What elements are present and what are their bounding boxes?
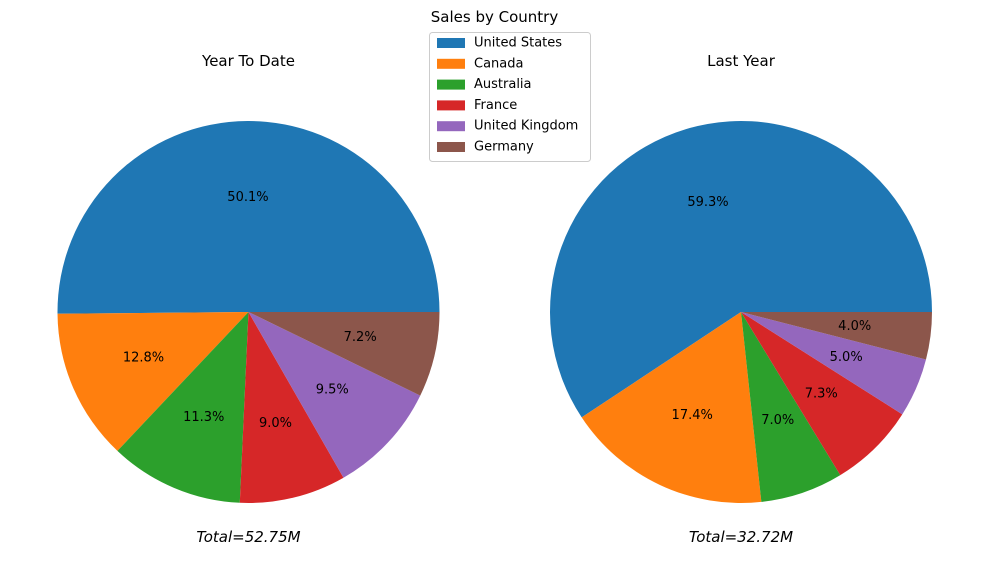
legend-swatch-canada <box>437 58 465 69</box>
pie-title-last-year: Last Year <box>707 52 776 70</box>
legend-label-germany: Germany <box>474 140 534 155</box>
pie-slice-last-year-france <box>741 312 903 476</box>
legend-frame <box>429 32 591 162</box>
pie-year-to-date: Year To Date 50.1% 12.8% 11.3% 9.0% 9.5% 7.2%… <box>57 52 440 546</box>
pct-label-ytd-canada: 12.8% <box>123 350 164 365</box>
pct-label-ytd-germany: 7.2% <box>344 330 377 345</box>
pct-label-ytd-australia: 11.3% <box>183 410 224 425</box>
pct-label-last-year-germany: 4.0% <box>838 319 871 334</box>
pct-label-last-year-united-kingdom: 5.0% <box>830 350 863 365</box>
legend-label-united-kingdom: United Kingdom <box>474 119 578 134</box>
legend-label-canada: Canada <box>474 56 523 71</box>
legend-entries: United States Canada Australia France United… <box>437 36 578 155</box>
pie-slice-ytd-australia <box>117 312 249 503</box>
pie-labels-ytd: 50.1% 12.8% 11.3% 9.0% 9.5% 7.2% <box>123 190 377 431</box>
legend: United States Canada Australia France United… <box>429 32 591 162</box>
legend-label-australia: Australia <box>474 77 532 92</box>
pie-slice-ytd-germany <box>248 312 440 396</box>
pie-slice-last-year-canada <box>581 312 762 503</box>
pie-slice-ytd-united-kingdom <box>248 312 421 478</box>
pie-last-year: Last Year 59.3% 17.4% 7.0% 7.3% 5.0% 4.0% Tot… <box>550 52 932 546</box>
pct-label-last-year-united-states: 59.3% <box>687 195 728 210</box>
pie-slice-last-year-united-kingdom <box>741 312 926 415</box>
total-label-ytd: Total=52.75M <box>196 528 300 546</box>
pct-label-last-year-australia: 7.0% <box>761 413 794 428</box>
pie-slice-last-year-united-states <box>550 120 932 418</box>
legend-swatch-germany <box>437 142 465 152</box>
pct-label-last-year-canada: 17.4% <box>672 408 713 423</box>
pie-slice-last-year-australia <box>741 312 841 502</box>
pct-label-ytd-united-kingdom: 9.5% <box>316 383 349 398</box>
legend-swatch-france <box>437 100 465 111</box>
pie-slices-last-year <box>550 120 932 503</box>
pie-slice-ytd-canada <box>57 312 249 451</box>
total-label-last-year: Total=32.72M <box>689 528 793 546</box>
pie-labels-last-year: 59.3% 17.4% 7.0% 7.3% 5.0% 4.0% <box>672 195 872 428</box>
legend-swatch-australia <box>437 79 465 90</box>
pie-slice-ytd-france <box>239 312 344 503</box>
legend-label-france: France <box>474 98 517 113</box>
pie-title-ytd: Year To Date <box>201 52 295 70</box>
legend-label-united-states: United States <box>474 36 562 51</box>
pie-slice-ytd-united-states <box>57 120 440 314</box>
pie-slice-last-year-germany <box>741 312 932 360</box>
pct-label-ytd-france: 9.0% <box>259 416 292 431</box>
pct-label-last-year-france: 7.3% <box>805 386 838 401</box>
chart-title: Sales by Country <box>431 8 559 26</box>
legend-swatch-united-states <box>437 38 465 48</box>
pie-slices-ytd <box>57 120 440 503</box>
legend-swatch-united-kingdom <box>437 121 465 132</box>
pct-label-ytd-united-states: 50.1% <box>227 190 268 205</box>
